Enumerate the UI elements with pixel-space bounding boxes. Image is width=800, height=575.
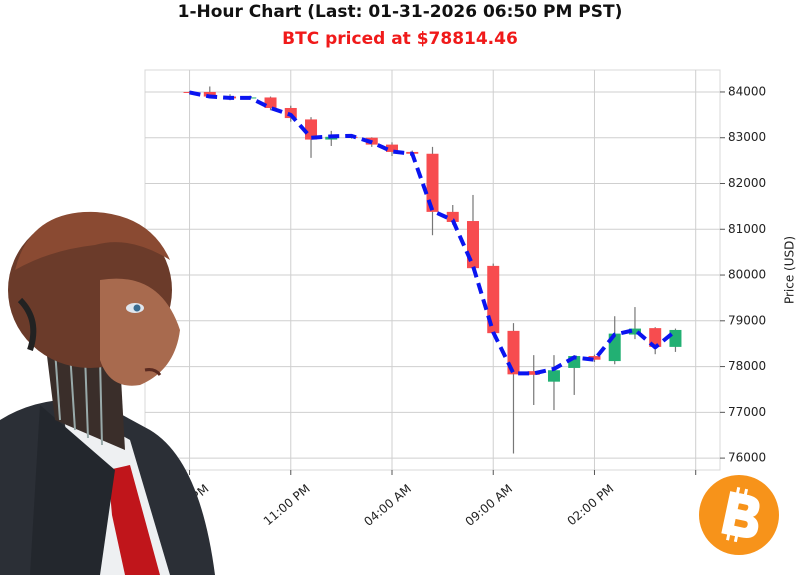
chart-subtitle: BTC priced at $78814.46	[282, 29, 518, 49]
skull	[15, 211, 170, 270]
y-tick-label: 77000	[728, 405, 766, 419]
candle-body	[527, 371, 540, 375]
candle-body	[568, 356, 581, 368]
chart-title: 1-Hour Chart (Last: 01-31-2026 06:50 PM …	[178, 2, 623, 22]
lapel	[30, 405, 115, 575]
y-tick-label: 84000	[728, 84, 766, 98]
candle-body	[446, 211, 459, 222]
plot-area: 76000 77000 78000 79000 80000 81000 82000 83000…	[144, 69, 766, 529]
candle-body	[305, 119, 318, 140]
candle-body	[386, 144, 399, 152]
tie	[108, 465, 160, 575]
candle-body	[588, 356, 601, 360]
face	[100, 278, 180, 386]
y-tick-label: 78000	[728, 359, 766, 373]
candle-body	[547, 370, 560, 382]
candle-body	[264, 97, 277, 108]
iris	[133, 304, 141, 312]
y-tick-label: 83000	[728, 130, 766, 144]
mouth	[144, 368, 162, 376]
candle-body	[203, 91, 216, 97]
y-tick-label: 82000	[728, 176, 766, 190]
illustration	[0, 211, 779, 575]
candle-body	[426, 153, 439, 212]
candle-body	[669, 329, 682, 347]
y-tick-label: 81000	[728, 222, 766, 236]
ear-plate	[17, 297, 37, 351]
y-axis-label: Price (USD)	[783, 236, 797, 304]
y-tick-label: 80000	[728, 268, 766, 282]
bitcoin-symbol	[721, 487, 760, 543]
plot-frame	[144, 69, 721, 471]
y-tick-label: 79000	[728, 313, 766, 327]
y-tick-label: 76000	[728, 451, 766, 465]
candle-body	[628, 328, 641, 335]
neck-wires	[54, 349, 103, 446]
